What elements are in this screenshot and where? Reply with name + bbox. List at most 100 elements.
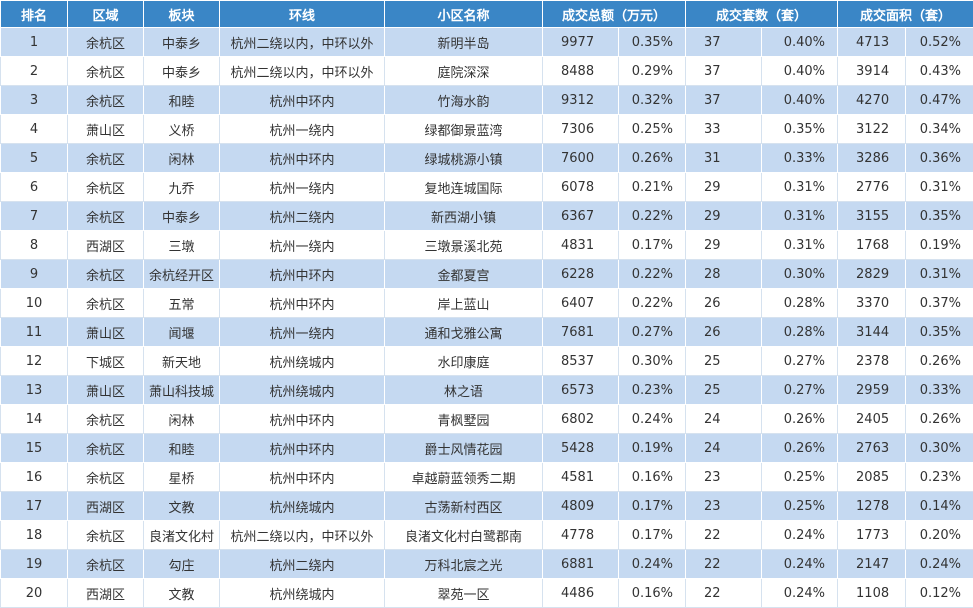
cell-sets: 23 xyxy=(686,463,762,492)
cell-area-pct: 0.36% xyxy=(906,144,973,173)
cell-sets-pct: 0.31% xyxy=(762,231,838,260)
cell-sets: 24 xyxy=(686,405,762,434)
cell-sets: 37 xyxy=(686,28,762,57)
cell-area: 1278 xyxy=(838,492,906,521)
header-sets: 成交套数（套） xyxy=(686,1,838,28)
cell-rank: 2 xyxy=(1,57,68,86)
cell-amount: 9312 xyxy=(543,86,619,115)
cell-block: 文教 xyxy=(144,579,220,608)
cell-area-pct: 0.31% xyxy=(906,260,973,289)
cell-amount: 7600 xyxy=(543,144,619,173)
cell-area: 3144 xyxy=(838,318,906,347)
cell-ring: 杭州二绕以内，中环以外 xyxy=(220,57,385,86)
cell-sets-pct: 0.33% xyxy=(762,144,838,173)
cell-block: 新天地 xyxy=(144,347,220,376)
cell-sets-pct: 0.40% xyxy=(762,57,838,86)
cell-area-pct: 0.20% xyxy=(906,521,973,550)
cell-block: 良渚文化村 xyxy=(144,521,220,550)
cell-sets-pct: 0.28% xyxy=(762,289,838,318)
cell-community: 竹海水韵 xyxy=(385,86,543,115)
cell-ring: 杭州中环内 xyxy=(220,144,385,173)
cell-amount-pct: 0.16% xyxy=(619,463,686,492)
cell-amount-pct: 0.23% xyxy=(619,376,686,405)
cell-ring: 杭州中环内 xyxy=(220,463,385,492)
cell-sets-pct: 0.27% xyxy=(762,347,838,376)
cell-area-pct: 0.34% xyxy=(906,115,973,144)
cell-sets-pct: 0.40% xyxy=(762,28,838,57)
cell-ring: 杭州中环内 xyxy=(220,405,385,434)
cell-sets-pct: 0.31% xyxy=(762,173,838,202)
cell-ring: 杭州绕城内 xyxy=(220,376,385,405)
cell-ring: 杭州绕城内 xyxy=(220,579,385,608)
cell-district: 余杭区 xyxy=(68,86,144,115)
cell-rank: 18 xyxy=(1,521,68,550)
cell-ring: 杭州一绕内 xyxy=(220,115,385,144)
cell-district: 下城区 xyxy=(68,347,144,376)
cell-rank: 12 xyxy=(1,347,68,376)
cell-district: 余杭区 xyxy=(68,173,144,202)
cell-amount-pct: 0.32% xyxy=(619,86,686,115)
cell-sets: 25 xyxy=(686,347,762,376)
cell-sets: 23 xyxy=(686,492,762,521)
cell-sets-pct: 0.27% xyxy=(762,376,838,405)
cell-block: 三墩 xyxy=(144,231,220,260)
header-rank: 排名 xyxy=(1,1,68,28)
cell-community: 万科北宸之光 xyxy=(385,550,543,579)
cell-district: 西湖区 xyxy=(68,579,144,608)
cell-district: 余杭区 xyxy=(68,550,144,579)
cell-amount: 4581 xyxy=(543,463,619,492)
cell-amount-pct: 0.24% xyxy=(619,550,686,579)
cell-area: 1773 xyxy=(838,521,906,550)
cell-area: 2147 xyxy=(838,550,906,579)
cell-community: 通和戈雅公寓 xyxy=(385,318,543,347)
cell-sets: 29 xyxy=(686,231,762,260)
cell-block: 闲林 xyxy=(144,405,220,434)
cell-rank: 10 xyxy=(1,289,68,318)
header-amount: 成交总额（万元） xyxy=(543,1,686,28)
cell-amount-pct: 0.17% xyxy=(619,521,686,550)
cell-sets-pct: 0.24% xyxy=(762,521,838,550)
cell-ring: 杭州二绕以内，中环以外 xyxy=(220,521,385,550)
cell-area: 3370 xyxy=(838,289,906,318)
cell-rank: 1 xyxy=(1,28,68,57)
cell-amount-pct: 0.29% xyxy=(619,57,686,86)
cell-amount-pct: 0.22% xyxy=(619,202,686,231)
cell-ring: 杭州一绕内 xyxy=(220,318,385,347)
cell-block: 余杭经开区 xyxy=(144,260,220,289)
cell-block: 九乔 xyxy=(144,173,220,202)
cell-district: 余杭区 xyxy=(68,202,144,231)
cell-area-pct: 0.35% xyxy=(906,202,973,231)
cell-rank: 15 xyxy=(1,434,68,463)
cell-block: 星桥 xyxy=(144,463,220,492)
cell-community: 岸上蓝山 xyxy=(385,289,543,318)
cell-amount: 6802 xyxy=(543,405,619,434)
cell-area-pct: 0.26% xyxy=(906,347,973,376)
cell-district: 萧山区 xyxy=(68,318,144,347)
cell-sets-pct: 0.25% xyxy=(762,492,838,521)
cell-community: 三墩景溪北苑 xyxy=(385,231,543,260)
cell-rank: 13 xyxy=(1,376,68,405)
cell-sets-pct: 0.25% xyxy=(762,463,838,492)
cell-district: 萧山区 xyxy=(68,115,144,144)
cell-area: 3155 xyxy=(838,202,906,231)
cell-ring: 杭州一绕内 xyxy=(220,173,385,202)
cell-block: 义桥 xyxy=(144,115,220,144)
cell-sets: 26 xyxy=(686,318,762,347)
cell-community: 翠苑一区 xyxy=(385,579,543,608)
cell-district: 余杭区 xyxy=(68,521,144,550)
cell-district: 余杭区 xyxy=(68,260,144,289)
cell-rank: 5 xyxy=(1,144,68,173)
cell-amount-pct: 0.24% xyxy=(619,405,686,434)
